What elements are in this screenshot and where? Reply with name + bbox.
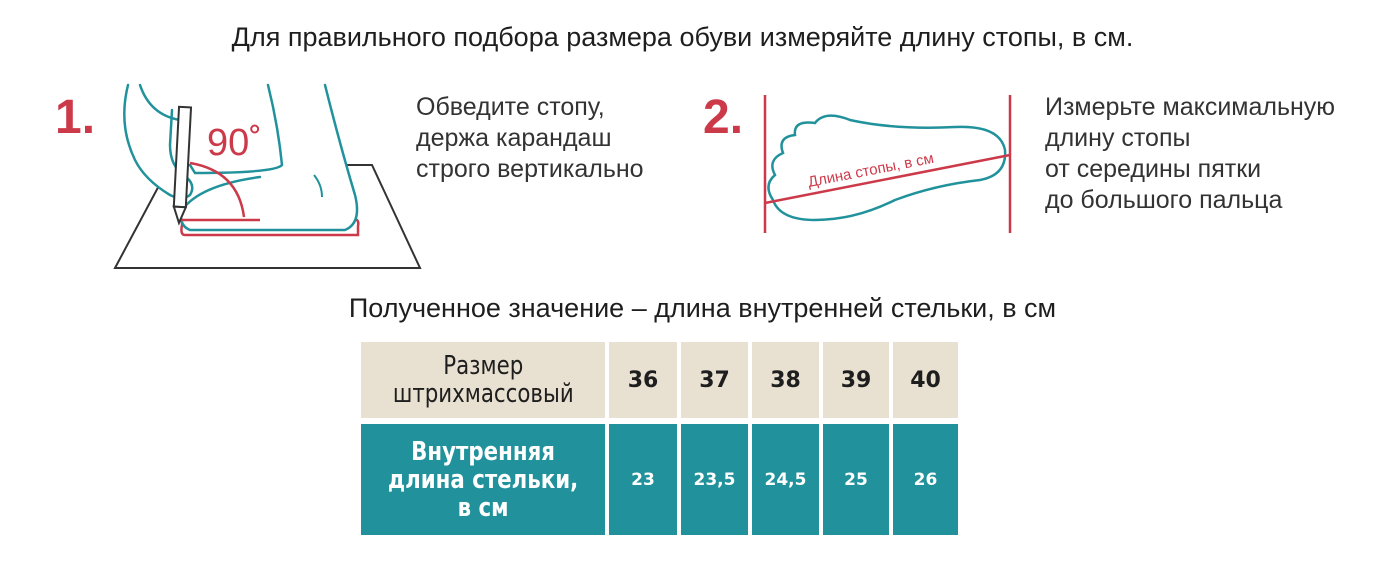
row-header-insole: Внутренняя длина стельки, в см [361,424,605,535]
step-1-number: 1. [55,91,96,144]
step-1-line: держа карандаш [416,124,612,152]
insole-length-cell: 25 [823,424,889,535]
angle-label: 90˚ [207,122,262,164]
row-header-line: Размер [442,351,524,381]
step-2-line: до большого пальца [1045,186,1283,214]
size-cell: 37 [681,342,748,418]
row-header-size: Размер штрихмассовый [361,342,605,418]
size-cell: 38 [752,342,819,418]
row-header-line: штрихмассовый [392,379,574,409]
step-1-instructions: Обведите стопу, держа карандаш строго ве… [416,92,644,185]
row-header-line: длина стельки, [387,464,579,495]
step-2-number: 2. [703,91,744,144]
row-header-line: в см [457,492,509,523]
step-1-line: строго вертикально [416,155,644,183]
size-cell: 39 [823,342,889,418]
page-title: Для правильного подбора размера обуви из… [231,22,1134,52]
step-2-line: Измерьте максимальную [1045,93,1336,121]
insole-length-cell: 23,5 [681,424,748,535]
step-2-instructions: Измерьте максимальную длину стопы от сер… [1045,92,1335,216]
step-1-line: Обведите стопу, [416,93,605,121]
insole-length-cell: 26 [893,424,958,535]
insole-length-cell: 24,5 [752,424,819,535]
row-header-line: Внутренняя [411,436,555,467]
subtitle: Полученное значение – длина внутренней с… [348,293,1057,323]
foot-length-illustration: Длина стопы, в см [763,95,1012,233]
size-cell: 40 [893,342,958,418]
foot-tracing-illustration: 90˚ [113,83,422,269]
step-2-line: длину стопы [1045,124,1191,152]
size-cell: 36 [609,342,677,418]
step-2-line: от середины пятки [1045,155,1262,183]
insole-length-cell: 23 [609,424,677,535]
